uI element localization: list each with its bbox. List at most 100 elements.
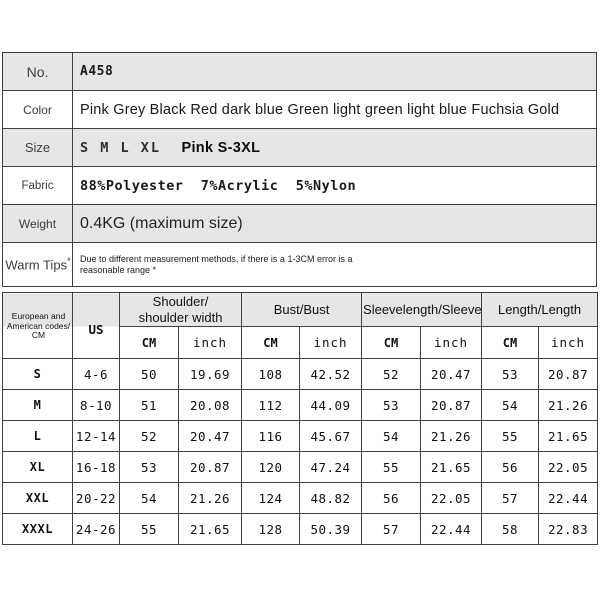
measurement-value: 54 [119,482,179,515]
us-column-header: US [72,291,120,360]
measurement-value: 45.67 [299,420,363,453]
measurement-value: 21.26 [538,389,599,422]
info-value-color: Pink Grey Black Red dark blue Green ligh… [72,90,597,129]
measurement-value: 19.69 [177,358,243,391]
measurement-value: 48.82 [299,482,363,515]
info-row-color: Color Pink Grey Black Red dark blue Gree… [2,90,597,129]
size-row-label: L [2,420,73,453]
us-size-value: 24-26 [72,513,120,546]
measurement-value: 108 [241,358,301,391]
group-header-length: Length/Length [481,291,599,328]
size-range-bold: Pink S-3XL [181,139,261,156]
measurement-value: 21.65 [177,513,243,546]
size-row-label: XXXL [2,513,73,546]
measurement-value: 112 [241,389,301,422]
unit-header-cm: CM [361,326,422,360]
product-info-table: No. A458 Color Pink Grey Black Red dark … [2,52,597,287]
measurement-value: 53 [481,358,540,391]
group-header-sleeve: Sleevelength/Sleeve [361,291,483,328]
measurement-value: 58 [481,513,540,546]
measurement-value: 22.44 [538,482,599,515]
us-size-value: 20-22 [72,482,120,515]
measurement-value: 20.47 [420,358,483,391]
measurement-value: 55 [361,451,422,484]
measurement-value: 47.24 [299,451,363,484]
measurement-value: 21.26 [177,482,243,515]
measurement-value: 120 [241,451,301,484]
info-value-fabric: 88%Polyester 7%Acrylic 5%Nylon [72,166,597,205]
measurement-value: 20.87 [538,358,599,391]
info-value-weight: 0.4KG (maximum size) [72,204,597,243]
measurement-value: 20.47 [177,420,243,453]
unit-header-inch: inch [420,326,483,360]
size-row-label: XL [2,451,73,484]
measurement-value: 116 [241,420,301,453]
info-value-no: A458 [72,52,597,91]
unit-header-cm: CM [241,326,301,360]
us-size-value: 8-10 [72,389,120,422]
info-row-warm-tips: Warm Tips* Due to different measurement … [2,242,597,287]
measurement-value: 53 [361,389,422,422]
measurement-value: 50.39 [299,513,363,546]
us-size-value: 4-6 [72,358,120,391]
info-row-fabric: Fabric 88%Polyester 7%Acrylic 5%Nylon [2,166,597,205]
measurement-value: 54 [481,389,540,422]
size-table-row: XXXL 24-26 55 21.65 128 50.39 57 22.44 58 22.83 [2,513,599,546]
measurement-value: 52 [361,358,422,391]
measurement-value: 56 [361,482,422,515]
measurement-value: 21.65 [420,451,483,484]
info-row-size: Size S M L XL Pink S-3XL [2,128,597,167]
measurement-value: 22.05 [538,451,599,484]
info-value-warm-tips: Due to different measurement methods, if… [72,242,597,287]
measurement-value: 20.87 [177,451,243,484]
corner-header: European and American codes/ CM [2,291,73,360]
warm-tips-label-text: Warm Tips [5,257,68,273]
info-label-size: Size [2,128,73,167]
us-size-value: 12-14 [72,420,120,453]
size-table-row: XL 16-18 53 20.87 120 47.24 55 21.65 56 22.05 [2,451,599,484]
measurement-value: 53 [119,451,179,484]
size-chart-unit-row: CM inch CM inch CM inch CM inch [3,326,599,360]
unit-header-cm: CM [119,326,179,360]
size-table-row: XXL 20-22 54 21.26 124 48.82 56 22.05 57 22.44 [2,482,599,515]
measurement-value: 56 [481,451,540,484]
info-row-no: No. A458 [2,52,597,91]
info-label-warm-tips: Warm Tips* [2,242,73,287]
size-chart-table: European and American codes/ CM US Shoul… [2,291,599,546]
measurement-value: 20.08 [177,389,243,422]
info-label-color: Color [2,90,73,129]
size-table-row: L 12-14 52 20.47 116 45.67 54 21.26 55 21.65 [2,420,599,453]
measurement-value: 22.83 [538,513,599,546]
warm-tips-asterisk: * [67,256,71,267]
info-label-fabric: Fabric [2,166,73,205]
measurement-value: 22.44 [420,513,483,546]
size-table-row: M 8-10 51 20.08 112 44.09 53 20.87 54 21.26 [2,389,599,422]
unit-header-inch: inch [538,326,599,360]
size-row-label: XXL [2,482,73,515]
measurement-value: 52 [119,420,179,453]
measurement-value: 51 [119,389,179,422]
size-row-label: S [2,358,73,391]
measurement-value: 57 [361,513,422,546]
size-row-label: M [2,389,73,422]
info-value-size: S M L XL Pink S-3XL [72,128,597,167]
measurement-value: 44.09 [299,389,363,422]
info-label-no: No. [2,52,73,91]
measurement-value: 42.52 [299,358,363,391]
measurement-value: 54 [361,420,422,453]
measurement-value: 21.26 [420,420,483,453]
measurement-value: 22.05 [420,482,483,515]
size-letters: S M L XL [80,139,162,156]
info-label-weight: Weight [2,204,73,243]
us-size-value: 16-18 [72,451,120,484]
group-header-bust: Bust/Bust [241,291,363,328]
measurement-value: 21.65 [538,420,599,453]
size-chart-header-row: European and American codes/ CM US Shoul… [2,291,599,360]
unit-header-inch: inch [299,326,363,360]
measurement-value: 55 [481,420,540,453]
measurement-value: 128 [241,513,301,546]
measurement-value: 20.87 [420,389,483,422]
unit-header-cm: CM [481,326,540,360]
unit-header-inch: inch [177,326,243,360]
measurement-value: 50 [119,358,179,391]
